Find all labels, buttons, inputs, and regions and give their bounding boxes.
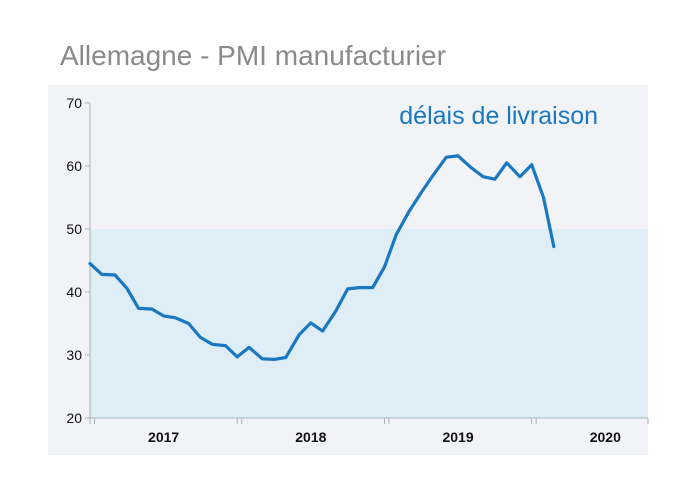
threshold-band (90, 229, 648, 418)
x-tick-label: 2020 (590, 429, 621, 445)
y-tick-label: 70 (66, 95, 82, 111)
y-tick-label: 40 (66, 284, 82, 300)
y-tick-label: 30 (66, 347, 82, 363)
x-tick-label: 2017 (148, 429, 179, 445)
series-line (88, 154, 556, 361)
series-annotation: délais de livraison (399, 102, 598, 130)
chart-title: Allemagne - PMI manufacturier (60, 40, 446, 71)
y-tick-label: 50 (66, 221, 82, 237)
y-tick-label: 20 (66, 410, 82, 426)
x-tick-label: 2019 (442, 429, 473, 445)
y-tick-label: 60 (66, 158, 82, 174)
x-tick-label: 2018 (295, 429, 326, 445)
